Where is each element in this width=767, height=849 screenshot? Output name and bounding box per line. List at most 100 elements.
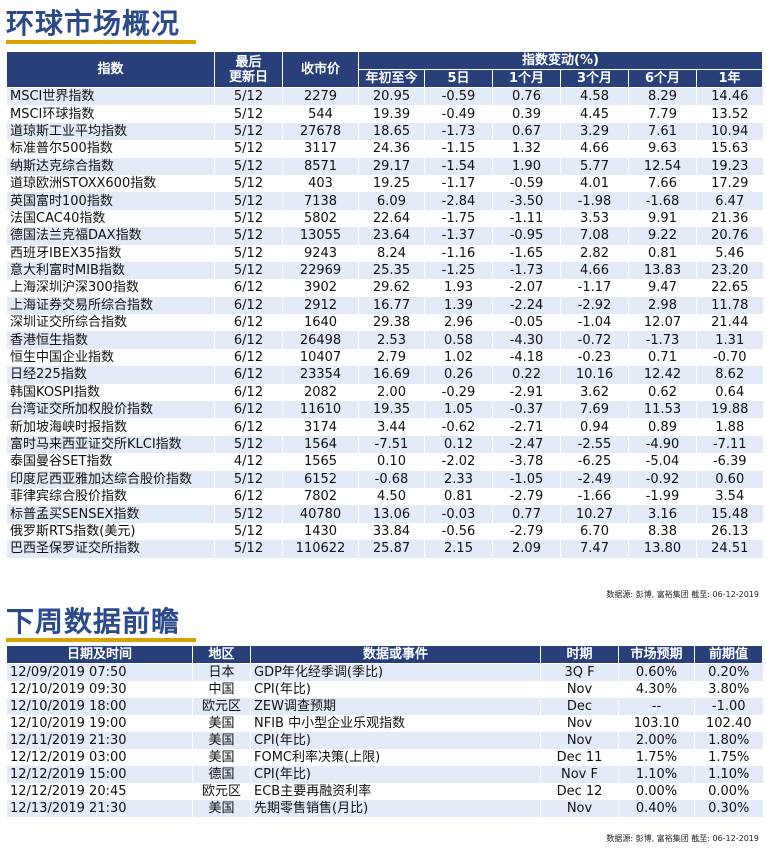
value-cell: 13.06 [358, 505, 425, 523]
value-cell: 5/12 [214, 244, 283, 262]
value-cell: 1.39 [424, 296, 493, 315]
table-row: 标普孟买SENSEX指数 5/12 40780 13.06 -0.03 0.77 10.27… [6, 505, 763, 523]
table-row: 12/09/2019 07:50 日本 GDP年化经季调(季比) 3Q F 0.60% 0… [6, 663, 763, 681]
index-name-cell: 韩国KOSPI指数 [6, 383, 215, 402]
value-cell: -0.49 [424, 105, 493, 123]
region-cell: 美国 [192, 749, 251, 766]
value-cell: 6/12 [214, 366, 283, 384]
value-cell: 17.29 [695, 174, 763, 193]
forecast-cell: 1.10% [618, 766, 695, 783]
value-cell: 24.51 [695, 540, 763, 558]
value-cell: 6/12 [214, 418, 283, 436]
value-cell: -7.11 [695, 435, 763, 454]
previous-cell: 3.80% [694, 681, 763, 698]
table-row: 韩国KOSPI指数 6/12 2082 2.00 -0.29 -2.91 3.62 0.62 0… [6, 383, 763, 402]
value-cell: 21.44 [695, 314, 763, 332]
period-cell: Nov [540, 715, 619, 732]
event-cell: ECB主要再融资利率 [250, 783, 541, 800]
value-cell: -0.70 [695, 348, 763, 367]
value-cell: 5/12 [214, 157, 283, 175]
value-cell: -3.50 [492, 192, 561, 210]
value-cell: -1.17 [560, 279, 629, 297]
forecast-cell: 103.10 [618, 715, 695, 732]
value-cell: 5/12 [214, 122, 283, 141]
table-row: 深圳证交所综合指数 6/12 1640 29.38 2.96 -0.05 -1.04 12.0… [6, 314, 763, 332]
value-cell: 7.66 [628, 174, 697, 193]
value-cell: 0.81 [628, 244, 697, 262]
value-cell: 0.71 [628, 348, 697, 367]
period-cell: Dec 12 [540, 783, 619, 800]
value-cell: 25.35 [358, 261, 425, 280]
preview-table: 日期及时间 地区 数据或事件 时期 市场预期 前期值 12/09/2019 07… [6, 645, 763, 817]
value-cell: -0.92 [628, 470, 697, 488]
value-cell: 11610 [282, 401, 359, 419]
value-cell: 11.78 [695, 296, 763, 315]
value-cell: 2.53 [358, 331, 425, 349]
value-cell: -1.16 [424, 244, 493, 262]
table-row: 12/10/2019 19:00 美国 NFIB 中小型企业乐观指数 Nov 103.1… [6, 715, 763, 732]
value-cell: 19.39 [358, 105, 425, 123]
table-row: 菲律宾综合股价指数 6/12 7802 4.50 0.81 -2.79 -1.66 -1.99… [6, 487, 763, 506]
value-cell: -2.91 [492, 383, 561, 402]
table-row: 新加坡海峡时报指数 6/12 3174 3.44 -0.62 -2.71 0.94 0.89 1… [6, 418, 763, 436]
value-cell: -0.05 [492, 314, 561, 332]
event-cell: 先期零售销售(月比) [250, 800, 541, 817]
table-row: 12/13/2019 21:30 美国 先期零售销售(月比) Nov 0.40% 0.30… [6, 800, 763, 817]
value-cell: 6/12 [214, 383, 283, 402]
value-cell: 27678 [282, 122, 359, 141]
previous-cell: 0.00% [694, 783, 763, 800]
forecast-cell: 2.00% [618, 732, 695, 749]
table-row: 12/10/2019 09:30 中国 CPI(年比) Nov 4.30% 3.80% [6, 681, 763, 698]
event-cell: CPI(年比) [250, 766, 541, 783]
value-cell: 5/12 [214, 505, 283, 523]
index-name-cell: 西班牙IBEX35指数 [6, 244, 215, 262]
value-cell: -1.75 [424, 209, 493, 228]
value-cell: 22.65 [695, 279, 763, 297]
value-cell: -2.55 [560, 435, 629, 454]
previous-cell: 1.10% [694, 766, 763, 783]
value-cell: -0.59 [424, 87, 493, 106]
region-cell: 美国 [192, 715, 251, 732]
table-row: 上海深圳沪深300指数 6/12 3902 29.62 1.93 -2.07 -1.17 9.… [6, 279, 763, 297]
value-cell: 23354 [282, 366, 359, 384]
value-cell: 3174 [282, 418, 359, 436]
value-cell: -2.07 [492, 279, 561, 297]
table-row: 俄罗斯RTS指数(美元) 5/12 1430 33.84 -0.56 -2.79 6.70 8… [6, 522, 763, 541]
index-name-cell: 深圳证交所综合指数 [6, 314, 215, 332]
index-name-cell: 印度尼西亚雅加达综合股价指数 [6, 470, 215, 488]
index-name-cell: 俄罗斯RTS指数(美元) [6, 522, 215, 541]
value-cell: 5/12 [214, 470, 283, 488]
value-cell: -1.17 [424, 174, 493, 193]
value-cell: 5/12 [214, 540, 283, 558]
table-row: 香港恒生指数 6/12 26498 2.53 0.58 -4.30 -0.72 -1.73 1.… [6, 331, 763, 349]
value-cell: 5/12 [214, 174, 283, 193]
table-row: 道琼斯工业平均指数 5/12 27678 18.65 -1.73 0.67 3.29 7.61… [6, 122, 763, 141]
index-name-cell: 德国法兰克福DAX指数 [6, 227, 215, 245]
value-cell: 10.16 [560, 366, 629, 384]
value-cell: 5802 [282, 209, 359, 228]
index-name-cell: 菲律宾综合股价指数 [6, 487, 215, 506]
value-cell: 6/12 [214, 279, 283, 297]
value-cell: 13055 [282, 227, 359, 245]
value-cell: 7138 [282, 192, 359, 210]
event-cell: CPI(年比) [250, 681, 541, 698]
value-cell: -4.90 [628, 435, 697, 454]
value-cell: 1640 [282, 314, 359, 332]
value-cell: -3.78 [492, 453, 561, 471]
col-ytd: 年初至今 [358, 69, 425, 88]
table-row: 德国法兰克福DAX指数 5/12 13055 23.64 -1.37 -0.95 7.08 9… [6, 227, 763, 245]
value-cell: -1.37 [424, 227, 493, 245]
index-name-cell: 富时马来西亚证交所KLCI指数 [6, 435, 215, 454]
index-name-cell: 标普孟买SENSEX指数 [6, 505, 215, 523]
value-cell: 7.08 [560, 227, 629, 245]
index-name-cell: 日经225指数 [6, 366, 215, 384]
datetime-cell: 12/12/2019 20:45 [6, 783, 193, 800]
value-cell: 0.67 [492, 122, 561, 141]
datetime-cell: 12/09/2019 07:50 [6, 663, 193, 681]
datetime-cell: 12/13/2019 21:30 [6, 800, 193, 817]
table-row: 12/12/2019 20:45 欧元区 ECB主要再融资利率 Dec 12 0.00%… [6, 783, 763, 800]
value-cell: 0.10 [358, 453, 425, 471]
value-cell: -1.05 [492, 470, 561, 488]
value-cell: 33.84 [358, 522, 425, 541]
value-cell: 9.63 [628, 140, 697, 158]
